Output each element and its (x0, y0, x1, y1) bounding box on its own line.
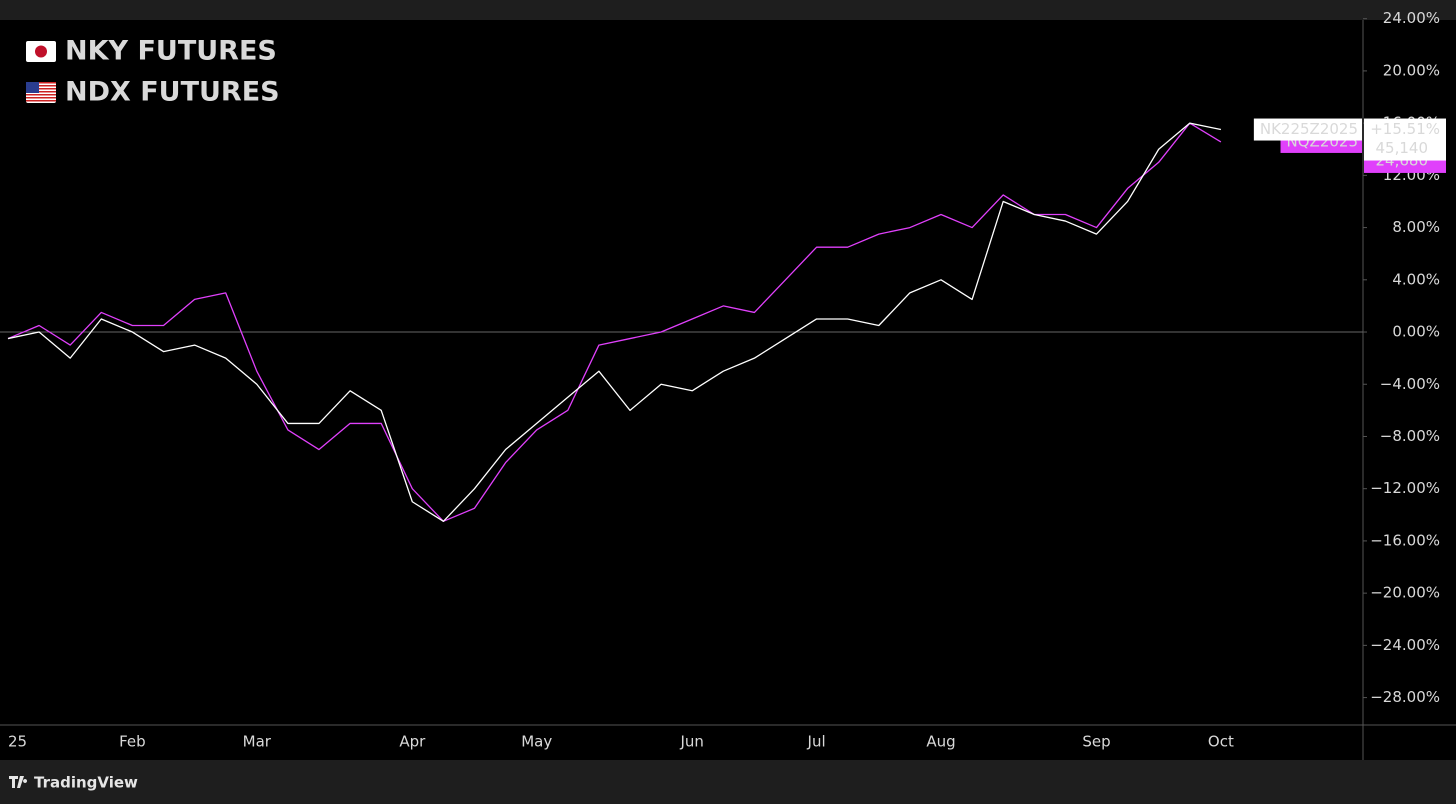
x-tick-label: 25 (8, 733, 27, 751)
flag-stripe (26, 97, 56, 99)
flag-stripe (26, 88, 56, 90)
y-tick-label: 20.00% (1383, 61, 1440, 79)
legend-label: NDX FUTURES (65, 77, 280, 108)
y-tick-label: −20.00% (1370, 584, 1440, 602)
x-tick-label: Mar (243, 733, 272, 751)
flag-stripe (26, 91, 56, 93)
y-tick-label: 8.00% (1392, 218, 1440, 236)
x-tick-label: Jun (679, 733, 703, 751)
y-tick-label: −12.00% (1370, 479, 1440, 497)
flag-stripe (26, 85, 56, 87)
y-tick-label: 0.00% (1392, 323, 1440, 341)
flag-stripe (26, 82, 56, 84)
x-tick-label: May (521, 733, 552, 751)
flag-stripe (26, 94, 56, 96)
x-tick-label: Aug (926, 733, 955, 751)
series-line (7, 122, 1222, 522)
legend-label: NKY FUTURES (65, 36, 277, 67)
y-tick-label: −4.00% (1380, 375, 1440, 393)
legend-flag (26, 41, 56, 62)
plot-background (0, 20, 1456, 760)
x-tick-label: Sep (1082, 733, 1110, 751)
y-tick-label: 4.00% (1392, 270, 1440, 288)
price-label: 45,140 (1376, 139, 1429, 157)
flag-stripe (26, 100, 56, 102)
value-label: +15.51% (1370, 120, 1440, 138)
symbol-tag: NK225Z2025 (1253, 118, 1362, 141)
footer-text: TradingView (34, 774, 138, 792)
y-tick-label: −16.00% (1370, 531, 1440, 549)
x-tick-label: Apr (399, 733, 426, 751)
price-tag (1364, 118, 1446, 161)
y-tick-label: −8.00% (1380, 427, 1440, 445)
flag-canton (26, 82, 39, 93)
x-tick-label: Jul (807, 733, 826, 751)
y-tick-label: −28.00% (1370, 688, 1440, 706)
x-tick-label: Feb (119, 733, 146, 751)
flag-sun (35, 45, 47, 58)
footer-logo (9, 776, 28, 788)
legend-flag (26, 82, 56, 103)
symbol-label: NK225Z2025 (1260, 120, 1358, 138)
y-tick-label: 24.00% (1383, 9, 1440, 27)
x-tick-label: Oct (1208, 733, 1234, 751)
series-line (7, 122, 1222, 522)
symbol-box (1253, 118, 1362, 141)
y-tick-label: −24.00% (1370, 636, 1440, 654)
